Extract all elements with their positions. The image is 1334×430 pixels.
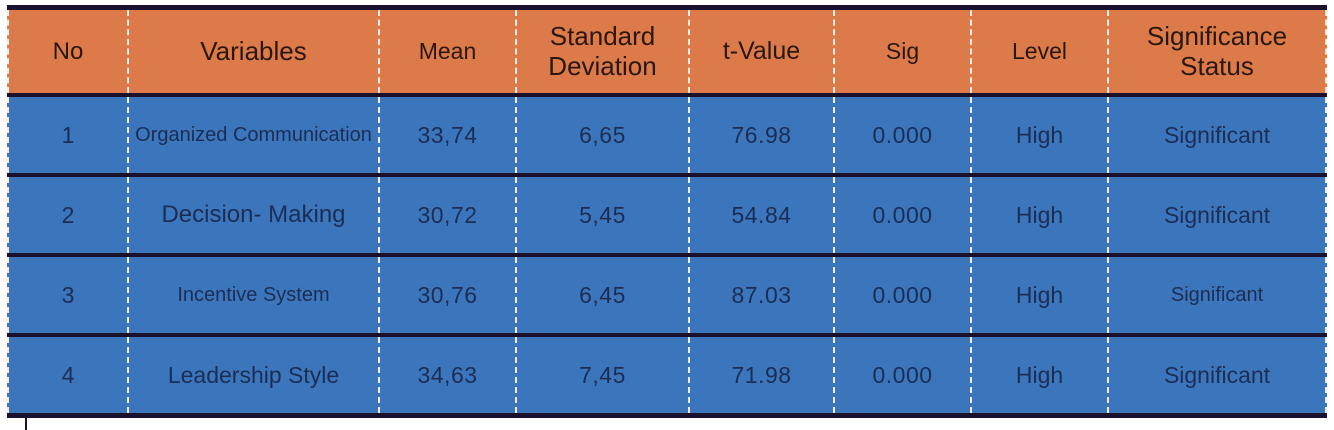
cell-significance-status: Significant xyxy=(1107,177,1327,253)
header-cell-sig: Sig xyxy=(833,10,970,93)
row-separator xyxy=(7,93,1327,97)
cell-sig: 0.000 xyxy=(833,97,970,173)
cell-t-value: 76.98 xyxy=(688,97,833,173)
header-cell-mean: Mean xyxy=(378,10,515,93)
cell-t-value: 71.98 xyxy=(688,337,833,413)
cell-variable: Decision- Making xyxy=(127,177,378,253)
cell-mean: 30,76 xyxy=(378,257,515,333)
header-cell-level: Level xyxy=(970,10,1107,93)
cell-significance-status: Significant xyxy=(1107,97,1327,173)
row-separator xyxy=(7,333,1327,337)
cell-standard-deviation: 5,45 xyxy=(515,177,688,253)
cell-no: 3 xyxy=(7,257,127,333)
cell-level: High xyxy=(970,177,1107,253)
row-separator xyxy=(7,253,1327,257)
cell-significance-status: Significant xyxy=(1107,337,1327,413)
cell-mean: 30,72 xyxy=(378,177,515,253)
cell-sig: 0.000 xyxy=(833,337,970,413)
header-cell-significance-status: Significance Status xyxy=(1107,10,1327,93)
cell-no: 2 xyxy=(7,177,127,253)
table-row: 3 Incentive System 30,76 6,45 87.03 0.00… xyxy=(7,257,1327,333)
cell-standard-deviation: 6,45 xyxy=(515,257,688,333)
cell-mean: 33,74 xyxy=(378,97,515,173)
statistics-table: No Variables Mean Standard Deviation t-V… xyxy=(7,5,1327,418)
row-separator xyxy=(7,173,1327,177)
cell-level: High xyxy=(970,337,1107,413)
cell-t-value: 87.03 xyxy=(688,257,833,333)
cell-no: 4 xyxy=(7,337,127,413)
cell-t-value: 54.84 xyxy=(688,177,833,253)
header-cell-t-value: t-Value xyxy=(688,10,833,93)
cell-variable: Incentive System xyxy=(127,257,378,333)
cell-sig: 0.000 xyxy=(833,177,970,253)
cell-level: High xyxy=(970,97,1107,173)
table-row: 2 Decision- Making 30,72 5,45 54.84 0.00… xyxy=(7,177,1327,253)
cell-variable: Organized Communication xyxy=(127,97,378,173)
header-cell-variables: Variables xyxy=(127,10,378,93)
header-cell-no: No xyxy=(7,10,127,93)
cell-variable: Leadership Style xyxy=(127,337,378,413)
cell-level: High xyxy=(970,257,1107,333)
cell-standard-deviation: 7,45 xyxy=(515,337,688,413)
table-header-row: No Variables Mean Standard Deviation t-V… xyxy=(7,10,1327,93)
cell-standard-deviation: 6,65 xyxy=(515,97,688,173)
cropped-border-stub xyxy=(25,418,27,430)
cell-sig: 0.000 xyxy=(833,257,970,333)
cell-mean: 34,63 xyxy=(378,337,515,413)
table-row: 1 Organized Communication 33,74 6,65 76.… xyxy=(7,97,1327,173)
table-top-border xyxy=(7,5,1327,10)
header-cell-standard-deviation: Standard Deviation xyxy=(515,10,688,93)
table-bottom-border xyxy=(7,413,1327,418)
cell-no: 1 xyxy=(7,97,127,173)
cell-significance-status: Significant xyxy=(1107,257,1327,333)
table-row: 4 Leadership Style 34,63 7,45 71.98 0.00… xyxy=(7,337,1327,413)
